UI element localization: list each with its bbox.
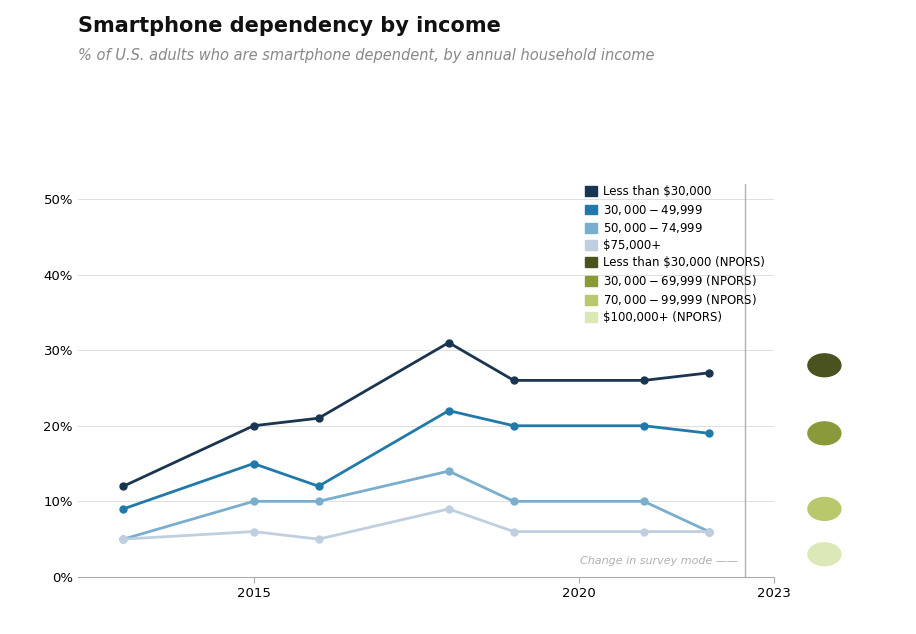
Text: Smartphone dependency by income: Smartphone dependency by income — [78, 16, 501, 36]
Legend: Less than $30,000, $30,000- $49,999, $50,000- $74,999, $75,000+, Less than $30,0: Less than $30,000, $30,000- $49,999, $50… — [582, 182, 769, 328]
Text: Change in survey mode ——: Change in survey mode —— — [580, 555, 738, 566]
Text: % of U.S. adults who are smartphone dependent, by annual household income: % of U.S. adults who are smartphone depe… — [78, 48, 654, 63]
